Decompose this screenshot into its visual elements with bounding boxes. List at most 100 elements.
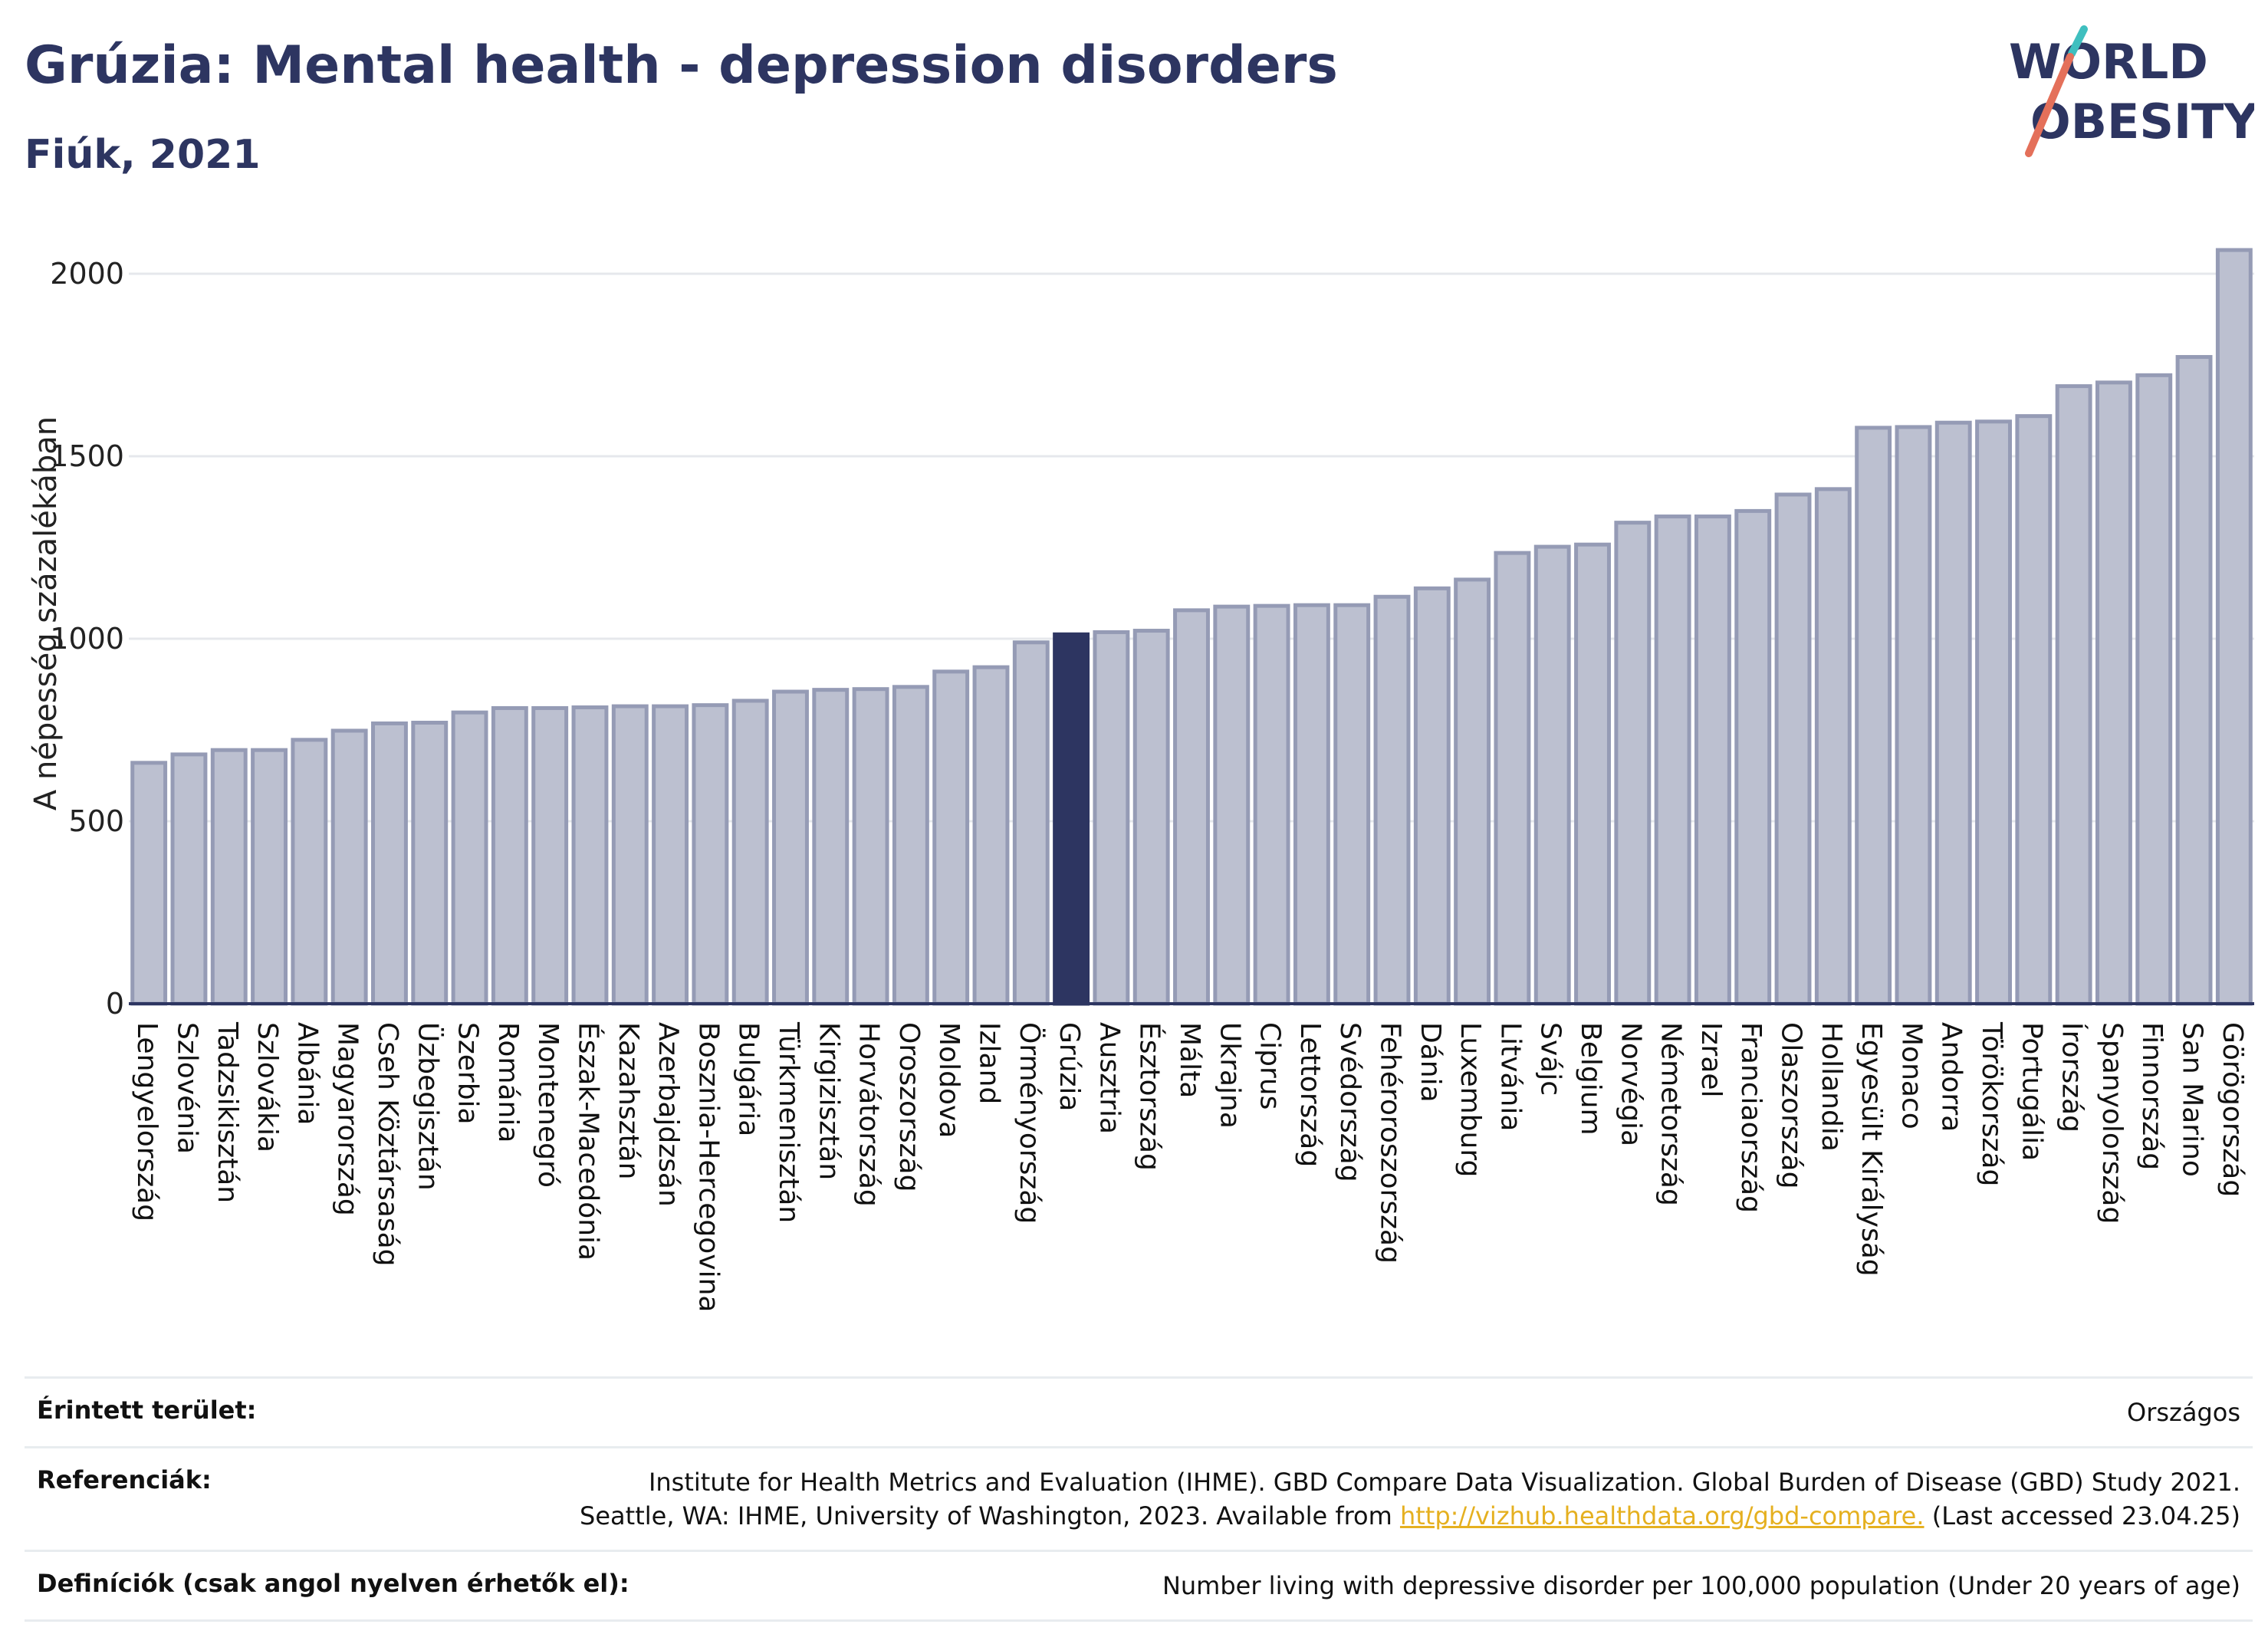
x-tick-label: Finnország xyxy=(2136,1022,2168,1170)
x-tick-label: Dánia xyxy=(1415,1022,1446,1103)
references-line1: Institute for Health Metrics and Evaluat… xyxy=(648,1468,2240,1497)
y-tick-label: 1500 xyxy=(50,439,124,473)
bar xyxy=(972,665,1010,1006)
bar xyxy=(1614,521,1652,1006)
y-axis-ticks: 0 500 1000 1500 2000 xyxy=(50,257,124,1021)
bar xyxy=(731,699,769,1006)
bar xyxy=(1814,487,1852,1006)
bar xyxy=(652,704,689,1006)
bar xyxy=(1533,544,1571,1006)
bar xyxy=(371,721,408,1006)
references-line2-post: (Last accessed 23.04.25) xyxy=(1924,1501,2240,1530)
x-tick-label: Fehéroroszország xyxy=(1375,1022,1406,1264)
bar xyxy=(1373,594,1411,1006)
x-tick-label: Kirgizisztán xyxy=(813,1022,844,1180)
bar xyxy=(772,689,809,1006)
y-tick-label: 1000 xyxy=(50,622,124,656)
x-tick-label: Írország xyxy=(2056,1022,2089,1133)
bar xyxy=(1173,608,1210,1006)
x-tick-label: Tadzsikisztán xyxy=(212,1021,243,1203)
x-tick-label: Ausztria xyxy=(1093,1022,1125,1134)
x-tick-label: Türkmenisztán xyxy=(773,1021,804,1223)
references-link[interactable]: http://vizhub.healthdata.org/gbd-compare… xyxy=(1399,1501,1925,1530)
x-tick-label: Izland xyxy=(973,1022,1004,1104)
x-tick-label: Montenegró xyxy=(532,1022,564,1188)
info-row-definitions: Definíciók (csak angol nyelven érhetők e… xyxy=(25,1550,2253,1622)
logo-text-line1: WORLD xyxy=(2009,34,2208,90)
x-tick-label: Spanyolország xyxy=(2096,1022,2128,1224)
x-tick-label: Oroszország xyxy=(893,1022,925,1192)
x-tick-label: Észtország xyxy=(1134,1022,1166,1171)
y-tick-label: 500 xyxy=(68,804,124,838)
bar xyxy=(1574,542,1611,1006)
x-tick-label: Luxemburg xyxy=(1454,1022,1486,1177)
x-tick-label: Kazahsztán xyxy=(613,1022,644,1179)
logo-slash-top xyxy=(2068,25,2088,58)
references-line2-pre: Seattle, WA: IHME, University of Washing… xyxy=(580,1501,1400,1530)
bar xyxy=(1494,551,1531,1006)
bar xyxy=(1213,604,1251,1006)
x-tick-label: Norvégia xyxy=(1615,1022,1646,1146)
bar xyxy=(1975,419,2012,1006)
x-tick-label: Ukrajna xyxy=(1214,1022,1245,1129)
x-tick-label: Bulgária xyxy=(733,1022,764,1136)
x-tick-label: Portugália xyxy=(2016,1022,2047,1161)
references-label: Referenciák: xyxy=(37,1465,212,1494)
y-tick-label: 2000 xyxy=(50,257,124,291)
bar xyxy=(1855,426,1892,1006)
y-tick-label: 0 xyxy=(106,987,124,1021)
world-obesity-logo: WORLD OBESITY xyxy=(2001,23,2259,161)
info-row-area: Érintett terület: Országos xyxy=(25,1376,2253,1446)
bar xyxy=(491,705,528,1006)
x-axis-tick-labels: Lengyelország Szlovénia Tadzsikisztán Szlov… xyxy=(131,1021,2248,1312)
bar xyxy=(2095,380,2132,1006)
bar xyxy=(531,705,569,1006)
logo-text-line2: OBESITY xyxy=(2030,94,2254,150)
bar-highlight xyxy=(1053,632,1090,1006)
logo-slash-bottom xyxy=(2025,53,2074,157)
x-tick-label: Görögország xyxy=(2217,1022,2248,1197)
bar xyxy=(2055,384,2092,1006)
x-tick-label: Németország xyxy=(1655,1022,1687,1206)
bar-chart: 0 500 1000 1500 2000 Lengyelország Szlovénia T… xyxy=(50,248,2254,1312)
bar xyxy=(451,710,488,1006)
x-tick-label: Svédország xyxy=(1334,1022,1366,1182)
bar xyxy=(130,761,168,1006)
x-tick-label: Hollandia xyxy=(1816,1022,1847,1152)
x-tick-label: Cseh Köztársaság xyxy=(372,1022,403,1267)
bar xyxy=(1934,420,1972,1006)
x-tick-label: Észak-Macedónia xyxy=(572,1022,604,1261)
x-tick-label: Svájc xyxy=(1535,1022,1566,1096)
bar xyxy=(932,669,970,1006)
page-title: Grúzia: Mental health - depression disor… xyxy=(25,35,1338,96)
bars xyxy=(130,248,2253,1006)
definitions-value: Number living with depressive disorder p… xyxy=(1162,1571,2240,1600)
x-tick-label: Azerbajdzsán xyxy=(652,1022,684,1207)
area-label: Érintett terület: xyxy=(37,1396,257,1425)
x-tick-label: Románia xyxy=(492,1022,524,1142)
logo-graphic: WORLD OBESITY xyxy=(2009,25,2259,157)
x-tick-label: Izrael xyxy=(1695,1022,1727,1098)
x-tick-label: Magyarország xyxy=(332,1022,363,1216)
x-tick-label: Üzbegisztán xyxy=(412,1022,444,1191)
bar xyxy=(692,703,729,1006)
bar xyxy=(411,720,449,1006)
x-tick-label: Moldova xyxy=(933,1022,965,1138)
bar xyxy=(1734,508,1772,1006)
bar xyxy=(2135,373,2173,1006)
x-tick-label: Monaco xyxy=(1895,1022,1927,1129)
x-tick-label: Szerbia xyxy=(452,1022,484,1125)
bar xyxy=(852,687,889,1006)
x-tick-label: Málta xyxy=(1174,1022,1205,1098)
bar xyxy=(170,752,208,1006)
bar xyxy=(1253,603,1290,1006)
bar xyxy=(1012,640,1050,1006)
bar xyxy=(1774,492,1812,1006)
bar xyxy=(210,748,248,1006)
bar xyxy=(1093,630,1130,1006)
x-tick-label: Franciaország xyxy=(1735,1022,1767,1213)
x-tick-label: Andorra xyxy=(1936,1022,1967,1132)
x-tick-label: Albánia xyxy=(291,1022,323,1125)
bar xyxy=(812,688,850,1006)
x-tick-label: Örményország xyxy=(1014,1022,1046,1224)
